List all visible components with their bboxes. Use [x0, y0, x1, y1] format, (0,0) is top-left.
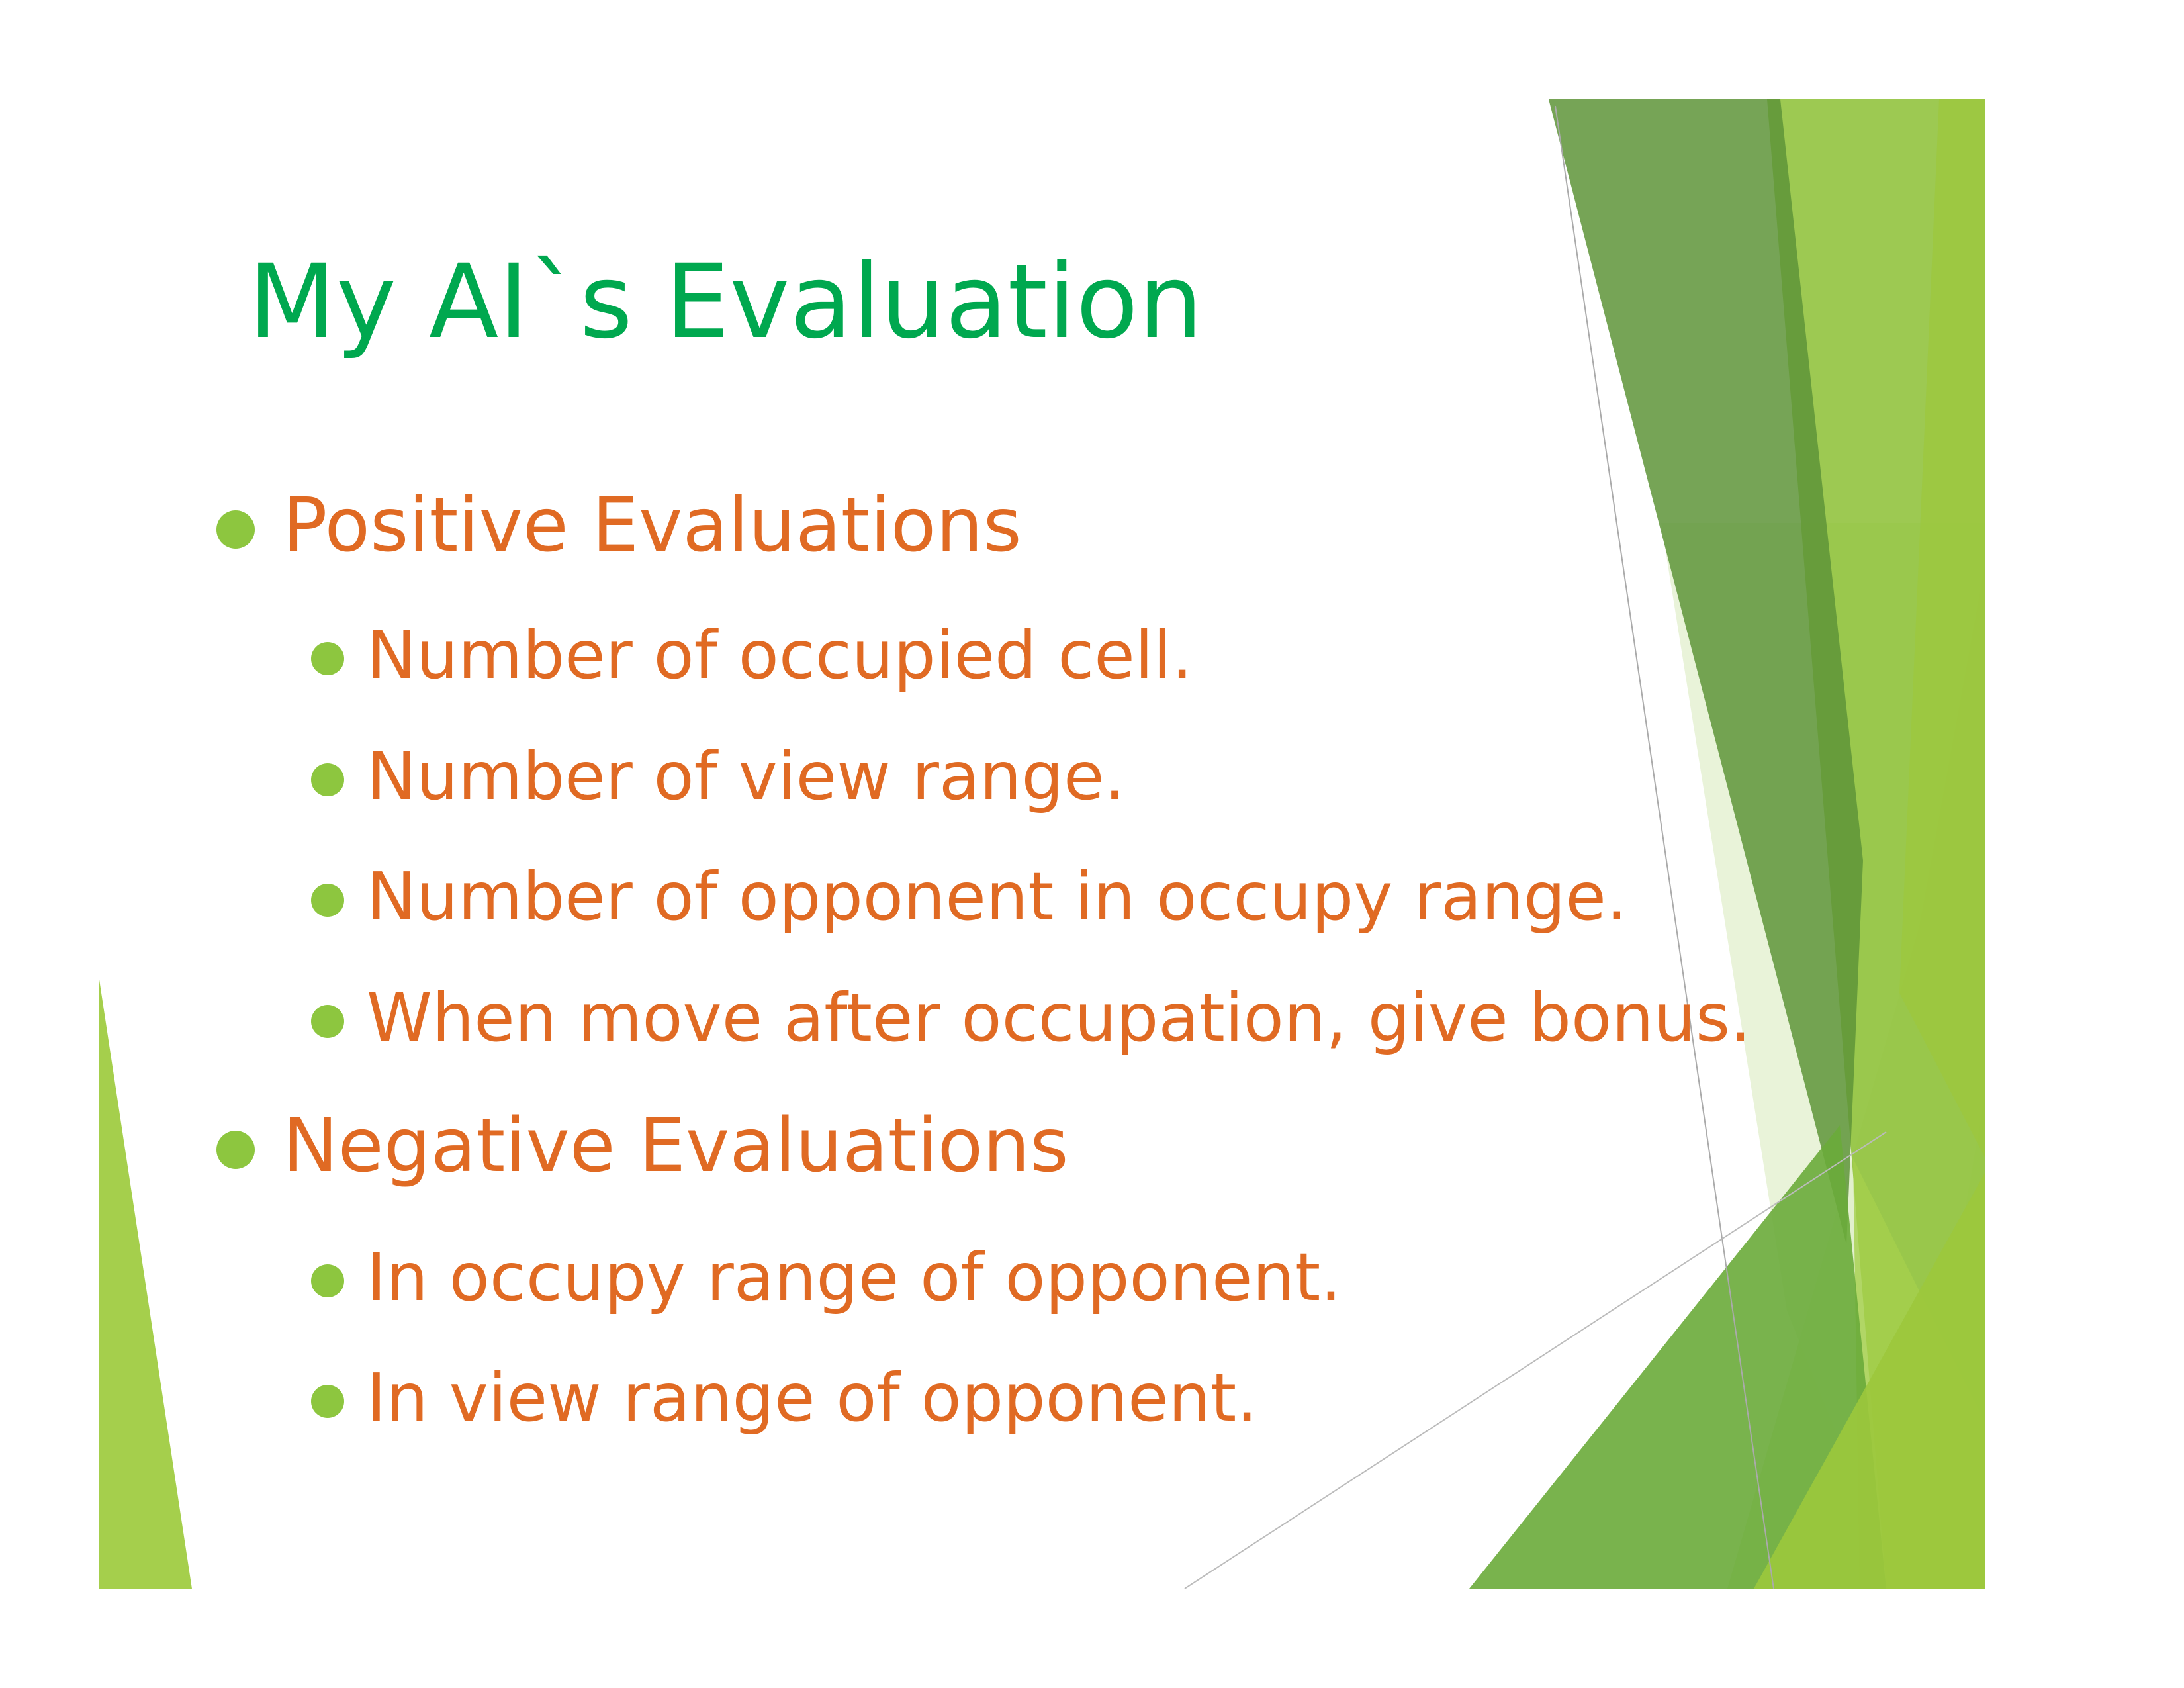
list-item-text: Number of view range. [367, 737, 1126, 815]
right-top-strip [1899, 99, 1985, 1158]
list-item-text: Number of occupied cell. [367, 616, 1193, 694]
list-item-text: When move after occupation, give bonus. [367, 979, 1751, 1056]
list-item-text: Positive Evaluations [283, 483, 1022, 569]
right-bottom-panel [1469, 1125, 1886, 1589]
bullet-list: Positive Evaluations Number of occupied … [99, 99, 2085, 1589]
list-item-text: Negative Evaluations [283, 1103, 1069, 1189]
right-bottom-light [1754, 1172, 1985, 1589]
list-item-text: Number of opponent in occupy range. [367, 858, 1627, 935]
bullet-icon [311, 642, 344, 675]
decorative-shapes [99, 99, 1985, 1589]
bullet-icon [216, 1131, 255, 1169]
thin-diagonal-line-1 [1555, 105, 1774, 1589]
bullet-icon [311, 884, 344, 917]
right-dark-band [1549, 99, 1863, 1244]
slide: My AI`s Evaluation Positive Evaluations … [99, 99, 2085, 1589]
bullet-icon [216, 510, 255, 549]
list-item-text: In occupy range of opponent. [367, 1239, 1342, 1316]
bullet-icon [311, 1264, 344, 1297]
list-item-text: In view range of opponent. [367, 1359, 1258, 1436]
thin-diagonal-line-2 [1184, 1131, 1887, 1589]
slide-title: My AI`s Evaluation [248, 243, 1203, 361]
bullet-icon [311, 763, 344, 796]
left-sliver-shape [99, 980, 192, 1589]
bullet-icon [311, 1005, 344, 1038]
bullet-icon [311, 1385, 344, 1418]
